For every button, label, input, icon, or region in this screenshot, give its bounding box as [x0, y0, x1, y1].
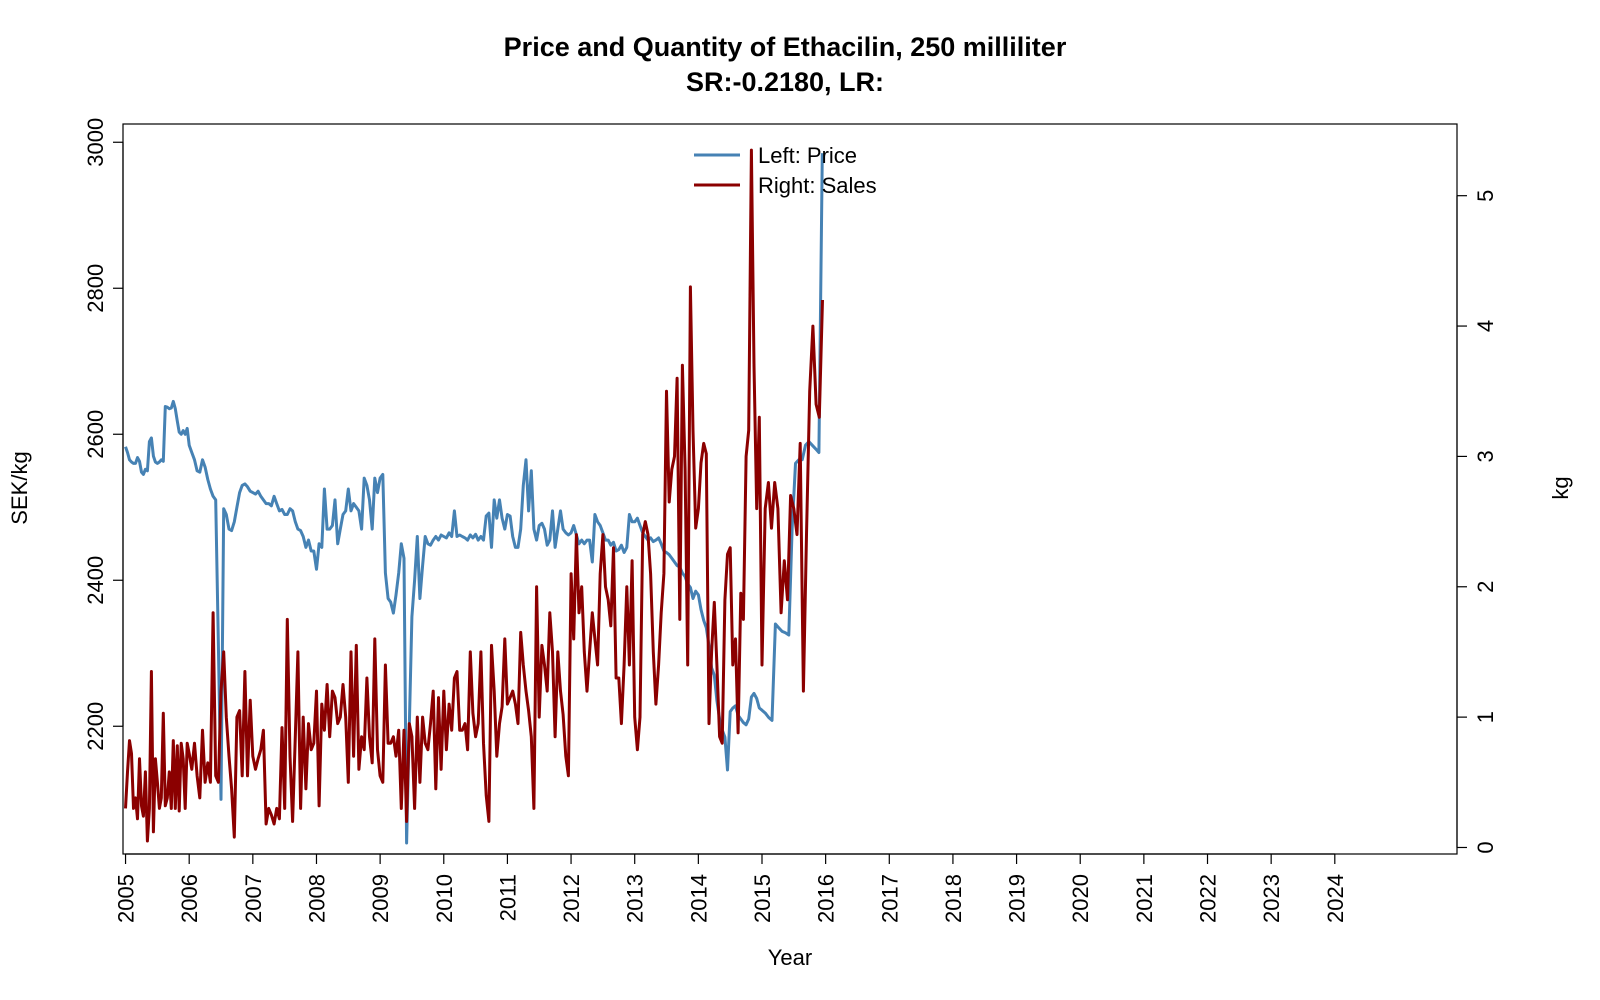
chart-subtitle: SR:-0.2180, LR:	[686, 67, 884, 97]
y-right-tick-label: 5	[1473, 190, 1498, 202]
x-axis-title: Year	[768, 945, 812, 970]
x-tick-label: 2010	[432, 874, 457, 923]
series-price-line	[124, 153, 824, 845]
y-axis-right: 0 1 2 3 4 5	[1456, 190, 1498, 854]
x-tick-label: 2005	[114, 874, 139, 923]
x-tick-label: 2011	[495, 874, 520, 921]
y-right-tick-label: 4	[1473, 320, 1498, 332]
x-tick-label: 2020	[1068, 874, 1093, 923]
y-axis-left-title: SEK/kg	[7, 451, 32, 524]
y-right-tick-label: 3	[1473, 450, 1498, 462]
x-tick-label: 2014	[686, 874, 711, 923]
x-tick-label: 2021	[1132, 874, 1157, 923]
x-tick-label: 2013	[623, 874, 648, 923]
y-left-tick-label: 3000	[83, 118, 108, 167]
y-left-tick-label: 2200	[83, 702, 108, 751]
x-tick-label: 2012	[559, 874, 584, 923]
y-right-tick-label: 0	[1473, 841, 1498, 853]
x-tick-label: 2018	[941, 874, 966, 923]
x-tick-label: 2009	[368, 874, 393, 923]
y-axis-left: 2200 2400 2600 2800 3000	[83, 118, 124, 751]
legend: Left: Price Right: Sales	[694, 143, 877, 198]
y-axis-right-title: kg	[1548, 476, 1573, 499]
y-right-tick-label: 2	[1473, 581, 1498, 593]
x-tick-label: 2017	[877, 874, 902, 923]
y-right-tick-label: 1	[1473, 711, 1498, 723]
legend-price-label: Left: Price	[758, 143, 857, 168]
x-axis: 2005 2006 2007 2008 2009 2010 2011 2012 2013 2014…	[114, 853, 1348, 923]
y-left-tick-label: 2800	[83, 264, 108, 313]
x-tick-label: 2016	[814, 874, 839, 923]
y-left-tick-label: 2600	[83, 410, 108, 459]
x-tick-label: 2019	[1005, 874, 1030, 923]
x-tick-label: 2007	[241, 874, 266, 923]
x-tick-label: 2024	[1323, 874, 1348, 923]
x-tick-label: 2015	[750, 874, 775, 923]
legend-sales-label: Right: Sales	[758, 173, 877, 198]
chart-title: Price and Quantity of Ethacilin, 250 mil…	[504, 32, 1067, 62]
x-tick-label: 2023	[1259, 874, 1284, 923]
series-sales-line	[124, 148, 824, 843]
x-tick-label: 2022	[1196, 874, 1221, 923]
series-layer	[124, 148, 824, 845]
y-left-tick-label: 2400	[83, 556, 108, 605]
x-tick-label: 2008	[304, 874, 329, 923]
x-tick-label: 2006	[177, 874, 202, 923]
